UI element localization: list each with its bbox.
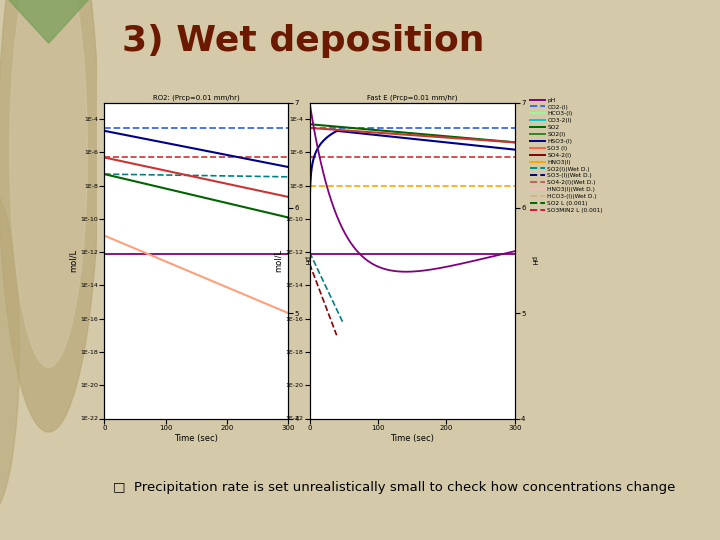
Legend: pH, CO2-(l), HCO3-(l), CO3-2(l), SO2, SO2(l), HSO3-(l), SO3 (l), SO4-2(l), HNO3(: pH, CO2-(l), HCO3-(l), CO3-2(l), SO2, SO… — [530, 97, 603, 213]
X-axis label: Time (sec): Time (sec) — [390, 434, 434, 442]
Circle shape — [0, 189, 19, 513]
Y-axis label: pH: pH — [531, 256, 536, 265]
Circle shape — [9, 0, 88, 367]
Y-axis label: mol/L: mol/L — [68, 249, 77, 272]
Polygon shape — [0, 0, 99, 43]
Text: 7: 7 — [346, 103, 351, 109]
X-axis label: Time (sec): Time (sec) — [174, 434, 218, 442]
Y-axis label: mol/L: mol/L — [274, 249, 282, 272]
Title: Fast E (Prcp=0.01 mm/hr): Fast E (Prcp=0.01 mm/hr) — [367, 95, 457, 102]
Text: 5: 5 — [346, 314, 351, 320]
Circle shape — [0, 0, 99, 432]
Title: RO2: (Prcp=0.01 mm/hr): RO2: (Prcp=0.01 mm/hr) — [153, 95, 240, 102]
Text: □  Precipitation rate is set unrealistically small to check how concentrations c: □ Precipitation rate is set unrealistica… — [113, 481, 675, 494]
Text: 3) Wet deposition: 3) Wet deposition — [122, 24, 485, 58]
Text: 4: 4 — [346, 411, 351, 417]
Y-axis label: pH: pH — [304, 256, 310, 265]
Text: 6: 6 — [346, 211, 351, 217]
